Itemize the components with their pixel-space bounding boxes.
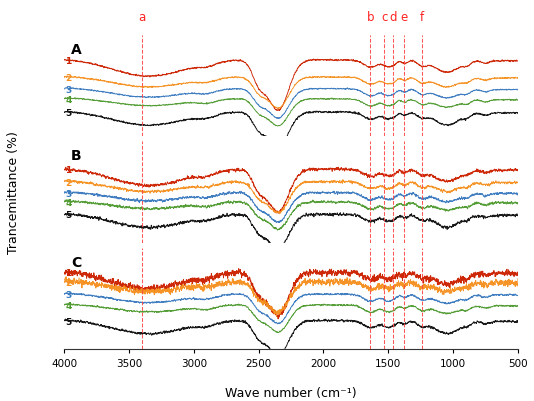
Text: 4: 4 [65,198,72,207]
Text: c: c [381,11,388,24]
Text: 1: 1 [65,57,72,66]
Text: 3: 3 [65,189,72,198]
Text: 2: 2 [65,74,72,83]
Text: 2: 2 [65,178,72,187]
Text: 5: 5 [65,109,72,118]
Text: 5: 5 [65,317,72,326]
Text: a: a [138,11,146,24]
Text: 3: 3 [65,290,72,300]
Text: 4: 4 [65,95,72,105]
Text: 1: 1 [65,269,72,277]
Text: 3: 3 [65,85,72,95]
Text: 1: 1 [65,166,72,175]
Text: f: f [420,11,424,24]
Text: 4: 4 [65,301,72,310]
Text: B: B [71,149,82,163]
Text: d: d [390,11,397,24]
Text: C: C [71,255,81,269]
Text: b: b [366,11,374,24]
Text: A: A [71,43,82,57]
Text: e: e [400,11,407,24]
Text: Trancemittance (%): Trancemittance (%) [7,131,20,254]
Text: 2: 2 [65,278,72,287]
Text: 5: 5 [65,211,72,220]
Text: Wave number (cm⁻¹): Wave number (cm⁻¹) [225,386,357,399]
